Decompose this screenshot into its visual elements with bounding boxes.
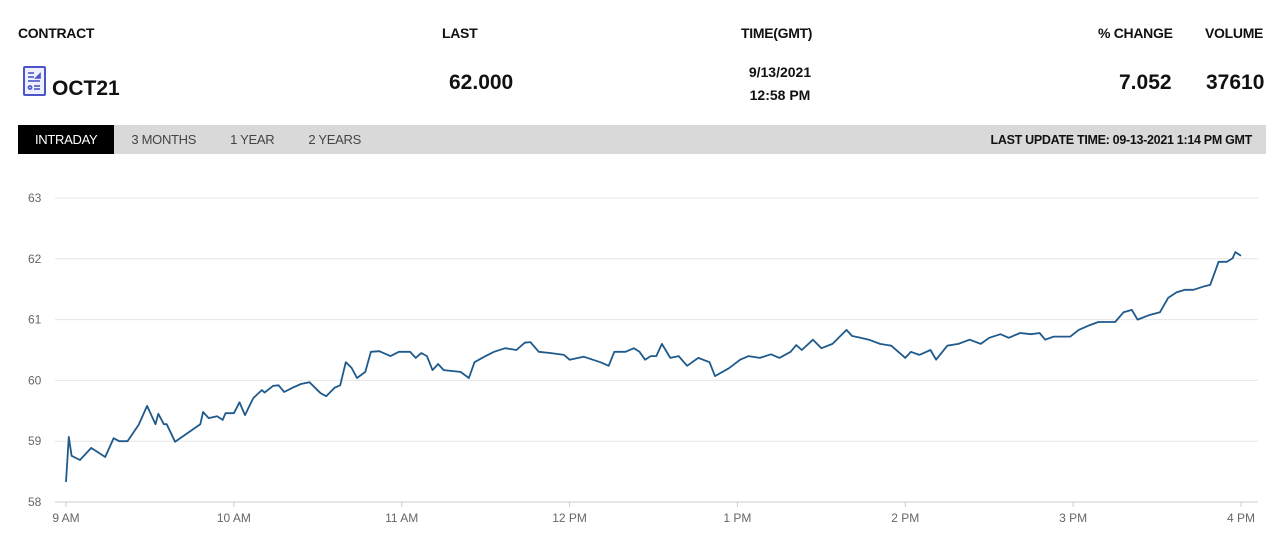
y-tick-label: 63 xyxy=(28,191,42,205)
time-header: TIME(GMT) xyxy=(741,25,813,41)
contract-value: OCT21 xyxy=(52,77,120,100)
change-header: % CHANGE xyxy=(1098,25,1173,41)
tab-intraday[interactable]: INTRADAY xyxy=(18,125,115,154)
trade-clock: 12:58 PM xyxy=(749,87,811,103)
y-tick-label: 58 xyxy=(28,495,42,509)
x-tick-label: 2 PM xyxy=(891,511,919,525)
price-line xyxy=(65,251,1242,482)
x-tick-label: 12 PM xyxy=(552,511,587,525)
contract-header: CONTRACT xyxy=(18,25,95,41)
tab-2-years[interactable]: 2 YEARS xyxy=(308,132,361,147)
last-update-time: LAST UPDATE TIME: 09-13-2021 1:14 PM GMT xyxy=(990,132,1253,147)
change-value: 7.052 xyxy=(1119,71,1172,94)
x-tick-label: 4 PM xyxy=(1227,511,1255,525)
x-tick-label: 11 AM xyxy=(385,511,418,525)
last-header: LAST xyxy=(442,25,478,41)
y-tick-label: 61 xyxy=(28,313,42,327)
x-tick-label: 1 PM xyxy=(723,511,751,525)
last-value: 62.000 xyxy=(449,71,514,94)
tab-3-months[interactable]: 3 MONTHS xyxy=(131,132,197,147)
volume-header: VOLUME xyxy=(1205,25,1264,41)
x-tick-label: 3 PM xyxy=(1059,511,1087,525)
x-tick-label: 10 AM xyxy=(217,511,251,525)
y-tick-label: 60 xyxy=(28,373,42,387)
trade-date: 9/13/2021 xyxy=(748,64,812,80)
trade-time: 9/13/2021 12:58 PM xyxy=(740,61,820,107)
x-tick-label: 9 AM xyxy=(52,511,79,525)
y-tick-label: 59 xyxy=(28,434,42,448)
y-tick-label: 62 xyxy=(28,252,42,266)
tab-1-year[interactable]: 1 YEAR xyxy=(230,132,275,147)
volume-value: 37610 xyxy=(1206,71,1265,94)
range-tab-bar: INTRADAY 3 MONTHS 1 YEAR 2 YEARS LAST UP… xyxy=(18,125,1266,154)
contract-icon xyxy=(23,66,46,96)
